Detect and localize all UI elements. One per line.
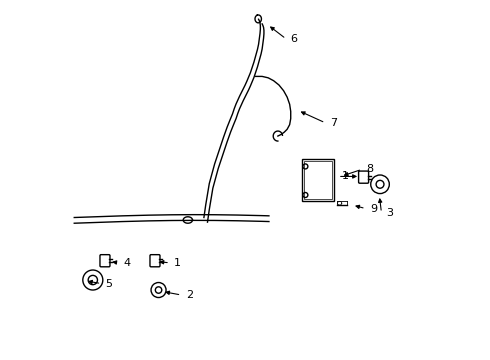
Text: 3: 3: [386, 208, 393, 218]
Text: 2: 2: [186, 290, 193, 300]
Text: 6: 6: [291, 34, 297, 44]
Text: 5: 5: [106, 279, 113, 289]
Bar: [302, 159, 334, 202]
Text: 7: 7: [330, 118, 337, 128]
Text: 4: 4: [123, 258, 131, 268]
Text: 1: 1: [342, 171, 349, 181]
Text: 8: 8: [367, 164, 373, 174]
Bar: [304, 161, 332, 199]
Text: 1: 1: [174, 258, 181, 268]
Text: 9: 9: [370, 203, 377, 213]
